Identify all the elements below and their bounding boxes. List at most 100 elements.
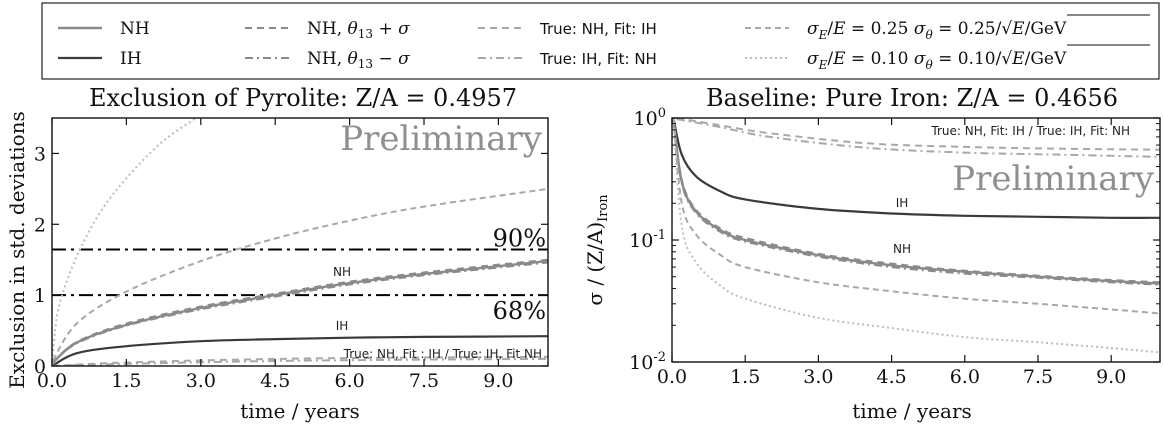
legend-frame bbox=[41, 2, 1160, 80]
series-line-dashdot-light bbox=[676, 118, 1160, 158]
series-line-dashdot-dark bbox=[672, 118, 1160, 286]
legend-label-part: θ bbox=[925, 28, 933, 42]
y-tick-label: 10-1 bbox=[629, 228, 666, 252]
svg-text:σ / (Z/A)Iron: σ / (Z/A)Iron bbox=[583, 194, 611, 306]
legend-label-0: NH bbox=[120, 19, 150, 39]
annotation-1: IH bbox=[336, 319, 349, 333]
legend-label-part: σ bbox=[807, 49, 819, 69]
series-line-dashed-dark bbox=[52, 258, 548, 364]
legend-label-part: /GeV bbox=[1025, 49, 1067, 69]
x-tick-label: 0.0 bbox=[657, 366, 687, 388]
x-tick-label: 9.0 bbox=[483, 370, 513, 392]
legend-label-3: NH, θ13 − σ bbox=[307, 49, 410, 71]
left-y-axis-label: Exclusion in std. deviations bbox=[5, 111, 29, 389]
legend-label-1: IH bbox=[120, 49, 142, 69]
preliminary-watermark: Preliminary bbox=[952, 159, 1155, 199]
y-tick-exponent: -1 bbox=[653, 228, 666, 243]
y-tick-label: 10-2 bbox=[629, 350, 666, 374]
x-tick-label: 6.0 bbox=[334, 370, 364, 392]
legend-label-2: NH, θ13 + σ bbox=[307, 19, 410, 41]
y-tick-label: 3 bbox=[34, 143, 46, 165]
y-tick-base: 10 bbox=[629, 230, 653, 252]
left-x-axis-label: time / years bbox=[240, 399, 360, 423]
series-line-solid-dark bbox=[672, 118, 1160, 219]
legend-label-part: NH, bbox=[307, 49, 348, 69]
legend-label-part: σ bbox=[914, 19, 926, 39]
series-line-dashed-light2 bbox=[52, 187, 548, 361]
legend-label-part: E bbox=[1011, 19, 1025, 39]
legend-label-part: / bbox=[827, 49, 833, 69]
legend-label-5: True: IH, Fit: NH bbox=[539, 50, 657, 68]
series-line-dashed-light2 bbox=[672, 118, 1160, 315]
x-tick-label: 7.5 bbox=[409, 370, 439, 392]
plot-frame bbox=[51, 117, 549, 367]
legend-sqrt: √ bbox=[1001, 49, 1012, 69]
series-line-dotted bbox=[672, 118, 1160, 354]
right-chart: Baseline: Pure Iron: Z/A = 0.4656 Prelim… bbox=[583, 84, 1161, 423]
legend-label-part: θ bbox=[348, 49, 358, 69]
series-line-dashdot-dark bbox=[52, 261, 548, 364]
series-line-solid-light bbox=[672, 118, 1160, 285]
plot-area bbox=[672, 118, 1160, 354]
series-line-solid-dark bbox=[52, 335, 548, 366]
x-tick-label: 6.0 bbox=[950, 366, 980, 388]
legend-label-part: E bbox=[832, 49, 846, 69]
legend-label-7: σE/E = 0.10 σθ = 0.10/√E/GeV bbox=[807, 49, 1067, 72]
plot-area bbox=[52, 118, 548, 366]
annotation-0: True: NH, Fit: IH / True: IH, Fit: NH bbox=[930, 124, 1130, 138]
preliminary-watermark: Preliminary bbox=[340, 119, 543, 159]
x-tick-label: 7.5 bbox=[1023, 366, 1053, 388]
x-tick-label: 1.5 bbox=[730, 366, 760, 388]
right-y-axis-label: σ / (Z/A)Iron bbox=[583, 194, 611, 306]
legend-label-part: = 0.10 bbox=[846, 49, 914, 69]
y-tick-label: 1 bbox=[34, 285, 46, 307]
annotation-1: IH bbox=[896, 196, 909, 210]
legend-label-6: σE/E = 0.25 σθ = 0.25/√E/GeV bbox=[807, 19, 1067, 42]
x-tick-label: 0.0 bbox=[37, 370, 67, 392]
x-tick-label: 9.0 bbox=[1096, 366, 1126, 388]
legend-label-part: E bbox=[832, 19, 846, 39]
threshold-label-1: 68% bbox=[493, 297, 546, 325]
annotation-2: NH bbox=[893, 242, 911, 256]
legend-label-part: E bbox=[1011, 49, 1025, 69]
legend-label-part: E bbox=[818, 58, 828, 72]
left-chart: Exclusion of Pyrolite: Z/A = 0.4957 Prel… bbox=[5, 84, 549, 423]
legend-label-part: σ bbox=[914, 49, 926, 69]
legend-label-part: σ bbox=[807, 19, 819, 39]
y-tick-exponent: -2 bbox=[653, 350, 666, 365]
threshold-label-0: 90% bbox=[493, 224, 546, 252]
legend-label-part: = 0.25 bbox=[846, 19, 914, 39]
legend-label-part: 13 bbox=[358, 57, 373, 71]
legend-label-part: E bbox=[818, 28, 828, 42]
legend-label-part: /GeV bbox=[1025, 19, 1067, 39]
legend-label-part: = 0.10/ bbox=[933, 49, 1002, 69]
legend-label-part: − σ bbox=[373, 49, 410, 69]
legend-label-part: θ bbox=[925, 58, 933, 72]
right-y-axis-label-main: σ / (Z/A) bbox=[583, 222, 607, 306]
legend-sqrt: √ bbox=[1001, 19, 1012, 39]
series-line-dashed-light bbox=[52, 355, 548, 366]
series-line-dashed-light bbox=[676, 118, 1160, 151]
legend-label-part: = 0.25/ bbox=[933, 19, 1002, 39]
y-tick-base: 10 bbox=[634, 108, 658, 130]
x-tick-label: 3.0 bbox=[186, 370, 216, 392]
legend-label-part: NH, bbox=[307, 19, 348, 39]
legend-label-part: 13 bbox=[358, 27, 373, 41]
right-y-axis-label-sub: Iron bbox=[596, 194, 611, 222]
x-tick-label: 4.5 bbox=[876, 366, 906, 388]
y-tick-label: 100 bbox=[634, 106, 666, 130]
y-tick-label: 0 bbox=[34, 356, 46, 378]
x-tick-label: 1.5 bbox=[111, 370, 141, 392]
y-tick-base: 10 bbox=[629, 352, 653, 374]
legend-label-part: θ bbox=[348, 19, 358, 39]
x-tick-label: 4.5 bbox=[260, 370, 290, 392]
right-x-axis-label: time / years bbox=[852, 399, 972, 423]
series-line-dashed-dark bbox=[672, 118, 1160, 284]
y-tick-exponent: 0 bbox=[658, 106, 666, 121]
annotation-0: NH bbox=[333, 265, 351, 279]
legend-label-part: + σ bbox=[373, 19, 410, 39]
left-chart-title: Exclusion of Pyrolite: Z/A = 0.4957 bbox=[89, 84, 517, 112]
y-tick-label: 2 bbox=[34, 214, 46, 236]
